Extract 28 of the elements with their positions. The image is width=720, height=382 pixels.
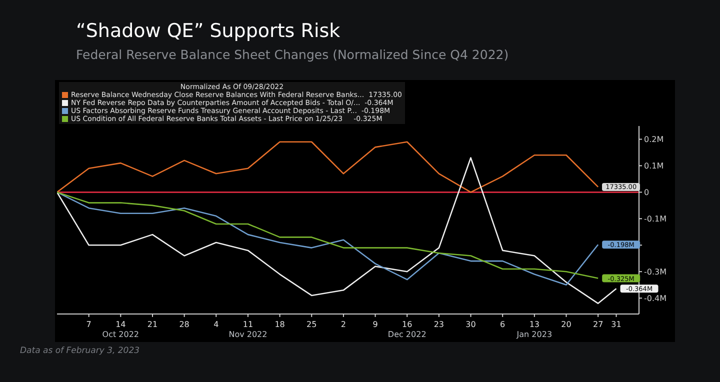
chart-subtitle: Federal Reserve Balance Sheet Changes (Normalized Since Q4 2022)	[76, 47, 509, 62]
x-tick-label: 31	[611, 320, 622, 329]
y-tick-label: 0.2M	[644, 135, 664, 144]
y-tick-label: -0.1M	[644, 214, 667, 224]
x-tick-label: 13 Jan 2023	[516, 320, 552, 339]
chart-title: “Shadow QE” Supports Risk	[76, 20, 340, 42]
x-tick-label: 4	[214, 320, 219, 329]
x-tick-label: 7	[86, 320, 92, 329]
x-tick-label: 18	[274, 320, 285, 329]
y-tick-label: -0.3M	[644, 267, 667, 276]
x-tick-label: 16 Dec 2022	[388, 320, 426, 339]
x-tick-label: 6	[500, 320, 506, 329]
line-series	[57, 141, 599, 193]
y-tick-label: -0.4M	[644, 294, 667, 303]
x-tick-label: 21	[147, 320, 158, 329]
y-tick-label: 0	[644, 188, 650, 198]
x-tick-label: 28	[179, 320, 190, 329]
text: Data as of February 3, 2023	[20, 346, 140, 356]
x-tick-label: 27	[592, 320, 604, 329]
y-tick-label: 0.1M	[644, 162, 664, 171]
x-tick-label: 9	[372, 320, 378, 329]
x-tick-label: 11 Nov 2022	[228, 320, 268, 339]
x-tick-label: 30	[466, 320, 476, 329]
x-tick-label: 25	[306, 320, 317, 329]
x-tick-label: 23	[434, 320, 444, 329]
x-tick-label: 20	[561, 320, 572, 329]
x-tick-label: 2	[340, 320, 346, 329]
x-tick-label: 14 Oct 2022	[102, 320, 140, 339]
